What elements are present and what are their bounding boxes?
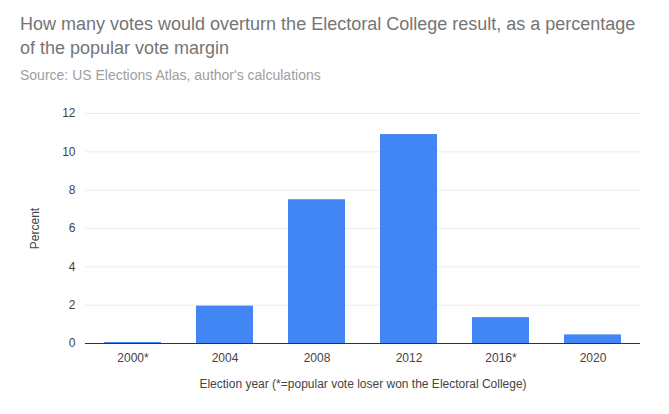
html-text:How many votes would overturn: How many votes would overturn the Electo…	[20, 14, 636, 58]
svg-text:2008: 2008	[304, 351, 331, 365]
svg-text:12: 12	[62, 106, 76, 120]
svg-text:2000*: 2000*	[117, 351, 149, 365]
svg-text:10: 10	[62, 145, 76, 159]
svg-text:0: 0	[69, 336, 76, 350]
svg-text:2004: 2004	[212, 351, 239, 365]
svg-text:2012: 2012	[396, 351, 423, 365]
svg-text:2: 2	[69, 298, 76, 312]
svg-text:Percent: Percent	[28, 207, 42, 249]
svg-text:6: 6	[69, 221, 76, 235]
svg-text:8: 8	[69, 183, 76, 197]
html-text:Source: US Elections Atlas, au: Source: US Elections Atlas, author's cal…	[20, 67, 321, 83]
svg-text:4: 4	[69, 260, 76, 274]
svg-text:Election year (*=popular vote: Election year (*=popular vote loser won …	[199, 377, 526, 391]
svg-text:2020: 2020	[580, 351, 607, 365]
svg-text:2016*: 2016*	[485, 351, 517, 365]
